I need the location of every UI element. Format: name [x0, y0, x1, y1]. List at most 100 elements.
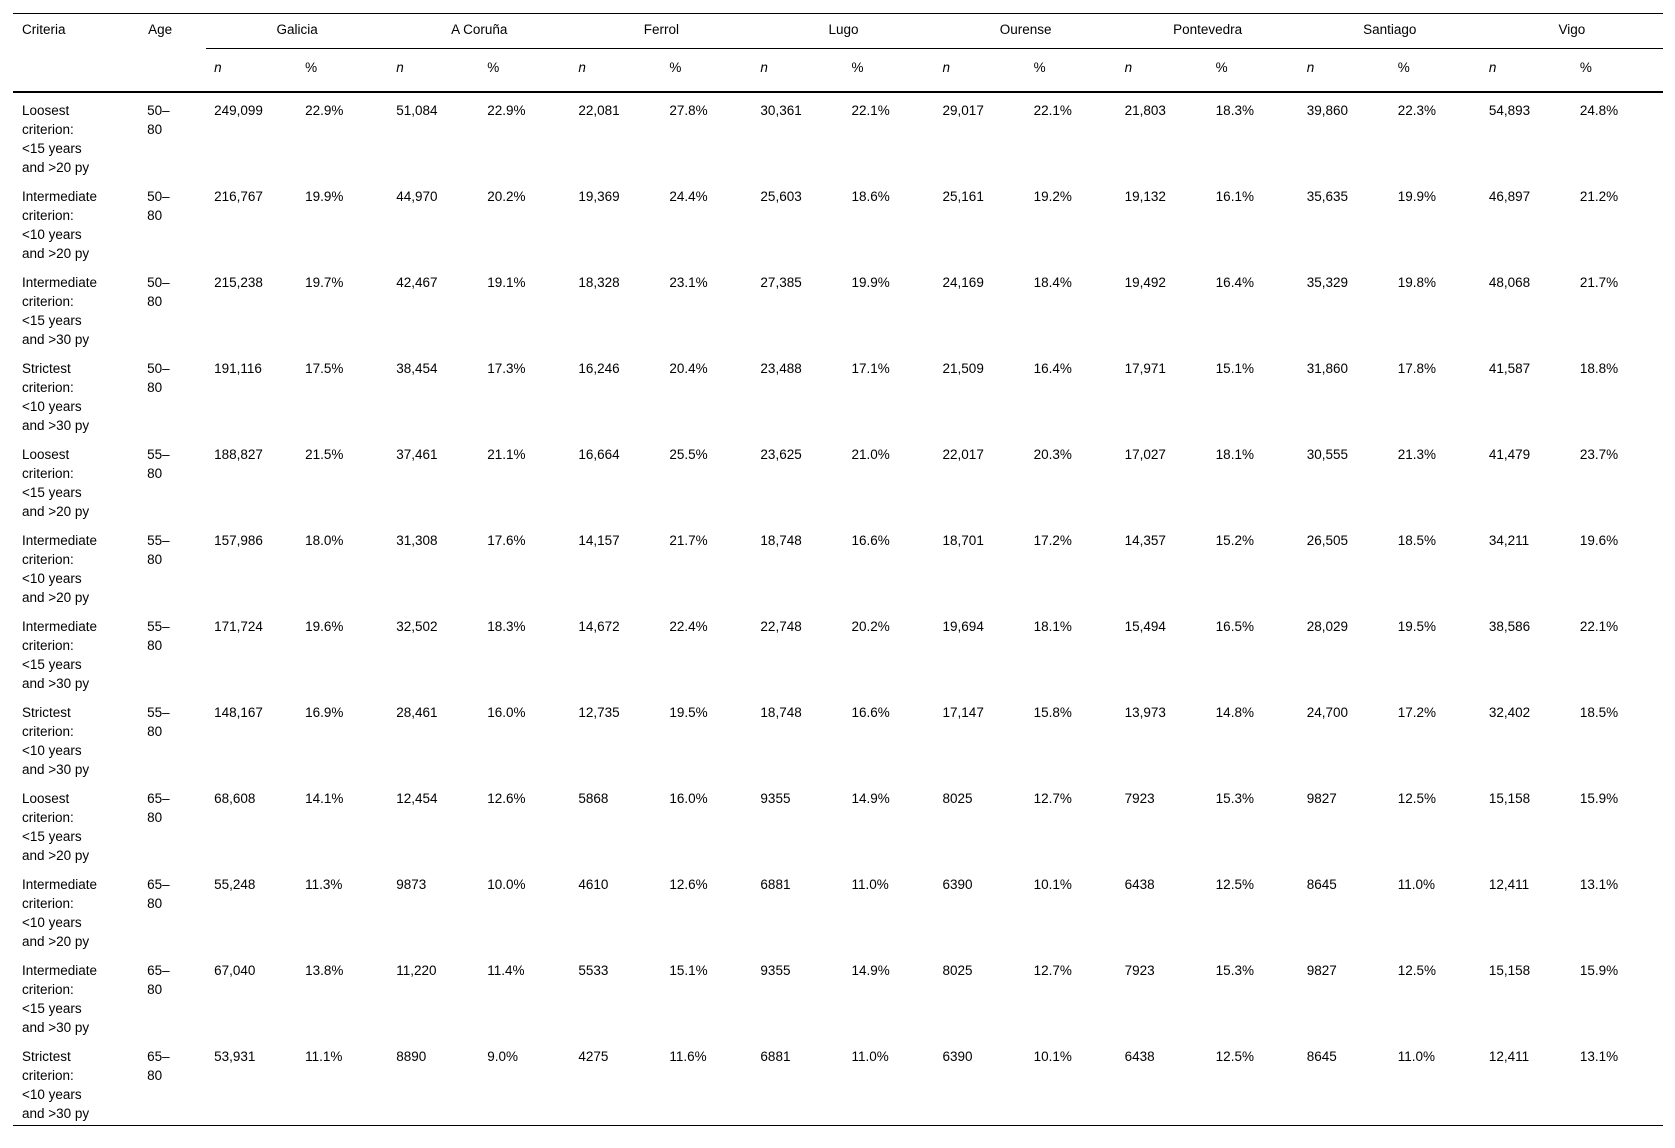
percent-value-cell: 11.1% — [297, 1039, 389, 1126]
percent-value-cell: 21.0% — [851, 447, 890, 462]
n-value-cell: 17,027 — [1124, 447, 1166, 462]
n-subheader: n — [1298, 48, 1390, 93]
n-value-cell: 48,068 — [1488, 275, 1531, 290]
percent-value-cell: 19.9% — [1397, 189, 1437, 204]
n-value-cell: 8025 — [942, 963, 973, 978]
n-subheader: n — [388, 48, 480, 93]
n-value-cell: 8645 — [1306, 877, 1337, 892]
percent-value-cell: 18.4% — [1033, 275, 1072, 290]
n-value-cell: 55,248 — [214, 877, 256, 892]
percent-value-cell: 18.5% — [1579, 705, 1619, 720]
criteria-cell: Strictest criterion: <10 years and >30 p… — [13, 1039, 140, 1126]
percent-value-cell: 25.5% — [669, 447, 708, 462]
n-value-cell: 68,608 — [214, 791, 256, 806]
percent-value-cell: 15.8% — [1033, 705, 1072, 720]
percent-value-cell: 19.7% — [305, 275, 344, 290]
percent-value-cell: 21.2% — [1579, 189, 1619, 204]
n-subheader: n — [206, 48, 298, 93]
n-value-cell: 25,603 — [760, 189, 802, 204]
percent-subheader: % — [479, 48, 571, 93]
n-value-cell: 32,502 — [396, 619, 438, 634]
percent-value-cell: 15.1% — [669, 963, 708, 978]
percent-value-cell: 12.5% — [1397, 791, 1437, 806]
criteria-cell: Intermediate criterion: <15 years and >3… — [22, 963, 98, 1035]
table-body: Loosest criterion: <15 years and >20 py 5… — [13, 92, 1663, 1126]
percent-value-cell: 11.0% — [1397, 877, 1436, 892]
percent-value-cell: 15.1% — [1215, 361, 1254, 376]
n-value-cell: 171,724 — [214, 619, 263, 634]
percent-value-cell: 27.8% — [669, 103, 708, 118]
criteria-cell: Intermediate criterion: <10 years and >2… — [22, 533, 98, 605]
n-value-cell: 4275 — [570, 1039, 662, 1126]
percent-subheader: % — [1025, 48, 1117, 93]
n-value-cell: 6390 — [934, 1039, 1026, 1126]
age-cell: 55– 80 — [147, 619, 170, 653]
percent-value-cell: 16.0% — [487, 705, 526, 720]
n-value-cell: 39,860 — [1306, 103, 1349, 118]
percent-value-cell: 19.5% — [1397, 619, 1437, 634]
age-cell: 50– 80 — [147, 189, 170, 223]
n-value-cell: 18,748 — [760, 705, 802, 720]
criteria-cell: Loosest criterion: <15 years and >20 py — [22, 791, 90, 863]
n-value-cell: 5533 — [578, 963, 609, 978]
age-column-header: Age — [139, 13, 207, 93]
n-value-cell: 25,161 — [942, 189, 984, 204]
n-value-cell: 16,246 — [578, 361, 620, 376]
n-value-cell: 54,893 — [1488, 103, 1531, 118]
n-value-cell: 34,211 — [1488, 533, 1530, 548]
age-cell: 55– 80 — [147, 447, 170, 481]
n-value-cell: 41,479 — [1488, 447, 1531, 462]
percent-value-cell: 16.4% — [1033, 361, 1072, 376]
n-subheader: n — [934, 48, 1026, 93]
table-header: Criteria Age Galicia A Coruña Ferrol Lugo Ou… — [13, 13, 1663, 93]
age-cell: 55– 80 — [147, 705, 170, 739]
n-value-cell: 9873 — [396, 877, 427, 892]
n-value-cell: 23,488 — [760, 361, 802, 376]
percent-subheader: % — [297, 48, 389, 93]
n-value-cell: 32,402 — [1488, 705, 1531, 720]
n-value-cell: 215,238 — [214, 275, 263, 290]
n-value-cell: 14,357 — [1124, 533, 1166, 548]
percent-value-cell: 19.5% — [669, 705, 708, 720]
age-cell: 65– 80 — [147, 877, 170, 911]
percent-value-cell: 18.1% — [1215, 447, 1254, 462]
percent-value-cell: 18.1% — [1033, 619, 1072, 634]
n-value-cell: 24,169 — [942, 275, 984, 290]
table-row: Loosest criterion: <15 years and >20 py 6… — [13, 781, 1663, 867]
percent-value-cell: 16.0% — [669, 791, 708, 806]
n-value-cell: 9355 — [760, 791, 791, 806]
n-value-cell: 18,328 — [578, 275, 620, 290]
table-row: Strictest criterion: <10 years and >30 p… — [13, 1039, 1663, 1126]
n-value-cell: 37,461 — [396, 447, 438, 462]
percent-value-cell: 17.2% — [1397, 705, 1437, 720]
region-header-ferrol: Ferrol — [570, 13, 753, 49]
percent-value-cell: 21.3% — [1397, 447, 1437, 462]
percent-value-cell: 17.3% — [487, 361, 526, 376]
percent-value-cell: 20.4% — [669, 361, 708, 376]
table-row: Intermediate criterion: <10 years and >2… — [13, 867, 1663, 953]
n-value-cell: 14,157 — [578, 533, 620, 548]
n-value-cell: 26,505 — [1306, 533, 1349, 548]
n-value-cell: 30,555 — [1306, 447, 1349, 462]
n-subheader: n — [1116, 48, 1208, 93]
region-header-vigo: Vigo — [1480, 13, 1663, 49]
n-value-cell: 7923 — [1124, 963, 1155, 978]
percent-value-cell: 12.5% — [1397, 963, 1437, 978]
percent-value-cell: 22.1% — [1579, 619, 1619, 634]
percent-value-cell: 20.3% — [1033, 447, 1072, 462]
percent-value-cell: 15.3% — [1215, 963, 1254, 978]
n-value-cell: 14,672 — [578, 619, 620, 634]
n-value-cell: 6881 — [752, 1039, 844, 1126]
n-value-cell: 35,329 — [1306, 275, 1349, 290]
region-header-ourense: Ourense — [934, 13, 1117, 49]
n-value-cell: 7923 — [1124, 791, 1155, 806]
n-value-cell: 157,986 — [214, 533, 263, 548]
table-row: Intermediate criterion: <10 years and >2… — [13, 179, 1663, 265]
percent-value-cell: 11.4% — [487, 963, 525, 978]
percent-value-cell: 21.7% — [669, 533, 708, 548]
n-value-cell: 6438 — [1124, 877, 1155, 892]
n-value-cell: 216,767 — [214, 189, 263, 204]
n-subheader: n — [752, 48, 844, 93]
percent-value-cell: 13.1% — [1579, 877, 1619, 892]
age-cell: 65– 80 — [139, 1039, 207, 1126]
